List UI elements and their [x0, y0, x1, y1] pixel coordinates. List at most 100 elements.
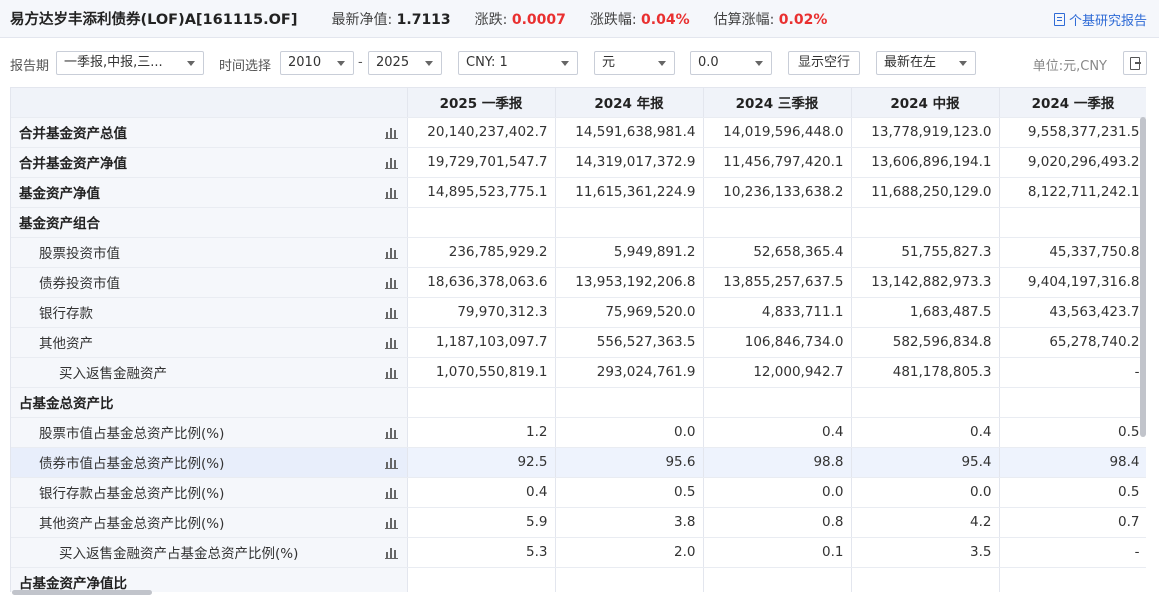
row-label-cell: 买入返售金融资产占基金总资产比例(%)	[11, 537, 408, 568]
row-label: 银行存款	[39, 306, 93, 322]
value-cell: 236,785,929.2	[407, 237, 556, 268]
value-cell: -	[999, 357, 1146, 388]
row-label: 债券投资市值	[39, 276, 120, 292]
row-label: 基金资产净值	[19, 186, 100, 202]
order-select-value: 最新在左	[884, 55, 937, 70]
value-cell	[407, 387, 556, 418]
bar-chart-icon[interactable]	[384, 337, 398, 349]
bar-chart-icon[interactable]	[384, 127, 398, 139]
bar-chart-icon[interactable]	[384, 277, 398, 289]
value-cell: 0.7	[999, 507, 1146, 538]
chevron-down-icon	[959, 61, 967, 66]
chevron-down-icon	[658, 61, 666, 66]
row-label-cell: 占基金总资产比	[11, 387, 408, 418]
research-report-label: 个基研究报告	[1068, 14, 1147, 29]
nav-value: 1.7113	[396, 11, 451, 28]
value-cell: 13,855,257,637.5	[703, 267, 852, 298]
value-cell: 556,527,363.5	[555, 327, 704, 358]
bar-chart-icon[interactable]	[384, 247, 398, 259]
value-cell: 0.0	[703, 477, 852, 508]
value-cell: 0.5	[999, 417, 1146, 448]
row-label-cell: 银行存款	[11, 297, 408, 328]
chevron-down-icon	[425, 61, 433, 66]
table-row: 银行存款占基金总资产比例(%) 0.4 0.5 0.0 0.0 0.5	[11, 477, 1146, 508]
bar-chart-icon[interactable]	[384, 427, 398, 439]
bar-chart-icon[interactable]	[384, 307, 398, 319]
value-cell: 9,404,197,316.8	[999, 267, 1146, 298]
row-label-cell: 其他资产	[11, 327, 408, 358]
chevron-down-icon	[337, 61, 345, 66]
value-cell: 0.5	[555, 477, 704, 508]
value-cell: 18,636,378,063.6	[407, 267, 556, 298]
table-row: 股票市值占基金总资产比例(%) 1.2 0.0 0.4 0.4 0.5	[11, 417, 1146, 448]
table-row: 基金资产组合	[11, 207, 1146, 238]
chevron-down-icon	[561, 61, 569, 66]
order-select[interactable]: 最新在左	[876, 51, 976, 75]
research-report-link[interactable]: 个基研究报告	[1053, 10, 1147, 29]
value-cell: 0.0	[555, 417, 704, 448]
value-cell: 51,755,827.3	[851, 237, 1000, 268]
estimate-label: 估算涨幅:	[713, 11, 775, 28]
column-header[interactable]: 2025 一季报	[407, 88, 556, 118]
value-cell: 12,000,942.7	[703, 357, 852, 388]
chevron-down-icon	[187, 61, 195, 66]
row-label-cell: 基金资产净值	[11, 177, 408, 208]
value-cell: 43,563,423.7	[999, 297, 1146, 328]
value-cell: 79,970,312.3	[407, 297, 556, 328]
value-cell: 1,070,550,819.1	[407, 357, 556, 388]
period-label: 报告期	[10, 59, 50, 74]
value-cell	[703, 387, 852, 418]
value-cell: 5.3	[407, 537, 556, 568]
chevron-down-icon	[755, 61, 763, 66]
value-cell: 14,019,596,448.0	[703, 117, 852, 148]
value-cell	[851, 387, 1000, 418]
row-label-cell: 合并基金资产总值	[11, 117, 408, 148]
row-label: 合并基金资产总值	[19, 126, 127, 142]
column-header[interactable]: 2024 中报	[851, 88, 1000, 118]
value-cell: 10,236,133,638.2	[703, 177, 852, 208]
bar-chart-icon[interactable]	[384, 517, 398, 529]
value-cell	[851, 207, 1000, 238]
unit-select[interactable]: 元	[594, 51, 675, 75]
bar-chart-icon[interactable]	[384, 457, 398, 469]
table-header-row: 2025 一季报 2024 年报 2024 三季报 2024 中报 2024 一…	[11, 88, 1146, 118]
bar-chart-icon[interactable]	[384, 367, 398, 379]
currency-select[interactable]: CNY: 1	[458, 51, 578, 75]
table-row: 其他资产 1,187,103,097.7 556,527,363.5 106,846,…	[11, 327, 1146, 358]
table-row: 债券市值占基金总资产比例(%) 92.5 95.6 98.8 95.4 98.4	[11, 447, 1146, 478]
value-cell: 1,187,103,097.7	[407, 327, 556, 358]
bar-chart-icon[interactable]	[384, 157, 398, 169]
table-row: 占基金总资产比	[11, 387, 1146, 418]
value-cell: 65,278,740.2	[999, 327, 1146, 358]
value-cell: 98.4	[999, 447, 1146, 478]
column-header[interactable]: 2024 三季报	[703, 88, 852, 118]
bar-chart-icon[interactable]	[384, 187, 398, 199]
change-metric: 涨跌: 0.0007	[475, 9, 566, 29]
row-label-cell: 基金资产组合	[11, 207, 408, 238]
bar-chart-icon[interactable]	[384, 547, 398, 559]
show-empty-rows-button[interactable]: 显示空行	[788, 51, 860, 75]
currency-value: CNY: 1	[466, 55, 508, 70]
financial-table-container[interactable]: 2025 一季报 2024 年报 2024 三季报 2024 中报 2024 一…	[10, 87, 1146, 592]
filter-toolbar: 报告期 一季报,中报,三... 时间选择 2010 - 2025 CNY: 1 …	[0, 50, 1159, 76]
value-cell: 13,142,882,973.3	[851, 267, 1000, 298]
table-row: 基金资产净值 14,895,523,775.1 11,615,361,224.9 10…	[11, 177, 1146, 208]
decimal-select[interactable]: 0.0	[690, 51, 772, 75]
horizontal-scrollbar[interactable]	[12, 590, 152, 595]
export-button[interactable]	[1123, 51, 1147, 75]
column-header[interactable]: 2024 一季报	[999, 88, 1146, 118]
financial-table: 2025 一季报 2024 年报 2024 三季报 2024 中报 2024 一…	[11, 88, 1146, 592]
row-label-cell: 占基金资产净值比	[11, 567, 408, 592]
value-cell: 5.9	[407, 507, 556, 538]
period-select[interactable]: 一季报,中报,三...	[56, 51, 204, 75]
column-header[interactable]: 2024 年报	[555, 88, 704, 118]
fund-name: 易方达岁丰添利债券(LOF)A[161115.OF]	[10, 12, 298, 28]
year-from-select[interactable]: 2010	[280, 51, 354, 75]
year-to-select[interactable]: 2025	[368, 51, 442, 75]
bar-chart-icon[interactable]	[384, 487, 398, 499]
vertical-scrollbar[interactable]	[1140, 117, 1146, 437]
row-label: 其他资产	[39, 336, 93, 352]
value-cell: 95.4	[851, 447, 1000, 478]
value-cell: 481,178,805.3	[851, 357, 1000, 388]
row-label-cell: 合并基金资产净值	[11, 147, 408, 178]
